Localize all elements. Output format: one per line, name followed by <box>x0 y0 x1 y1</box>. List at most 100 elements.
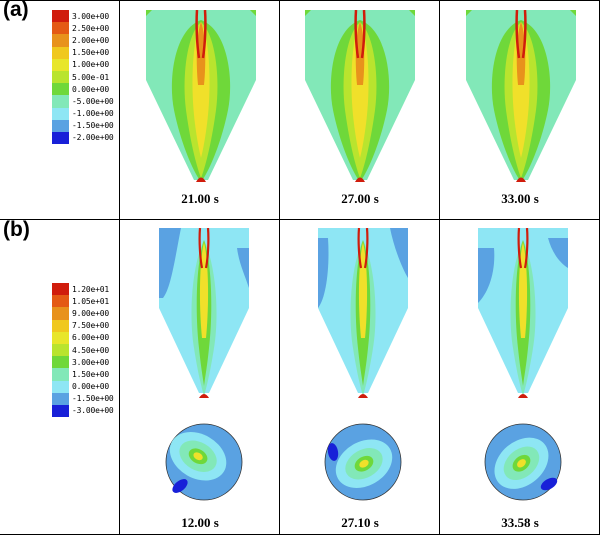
outlet-hotspot <box>516 177 526 182</box>
inlet-jet-right <box>360 10 366 59</box>
legend-tick-label: -2.00e+00 <box>72 133 114 143</box>
cross-section <box>165 423 243 501</box>
contour-region-blue <box>159 228 181 298</box>
legend-tick-label: 1.50e+00 <box>72 48 109 58</box>
legend-tick-label: 2.50e+00 <box>72 23 109 33</box>
contour-region-yellow <box>351 22 369 158</box>
legend-tick-label: 7.50e+00 <box>72 321 109 331</box>
legend-entry: 6.00e+00 <box>52 331 114 344</box>
contour-region-blue <box>318 238 329 308</box>
time-label-a3: 33.00 s <box>501 191 539 206</box>
legend-swatch <box>52 307 69 320</box>
contour-region-yellow <box>192 22 210 158</box>
time-label-b3: 33.58 s <box>501 515 539 530</box>
legend-entry: 1.50e+00 <box>52 46 114 59</box>
contour-region-orange <box>516 22 526 85</box>
legend-tick-label: 1.20e+01 <box>72 284 109 294</box>
time-label-a2: 27.00 s <box>341 191 379 206</box>
time-label-a1: 21.00 s <box>181 191 219 206</box>
inlet-jet-right <box>523 228 529 269</box>
legend-entry: 9.00e+00 <box>52 307 114 320</box>
legend-entry: 0.00e+00 <box>52 380 114 393</box>
legend-tick-label: 6.00e+00 <box>72 333 109 343</box>
legend-tick-label: -5.00e+00 <box>72 96 114 106</box>
vertical-divider <box>279 0 280 535</box>
legend-swatch <box>52 58 69 71</box>
legend-swatch <box>52 331 69 344</box>
legend-swatch <box>52 34 69 47</box>
legend-entry: 3.00e+00 <box>52 356 114 369</box>
legend-tick-label: 4.50e+00 <box>72 345 109 355</box>
legend-swatch <box>52 70 69 84</box>
legend-tick-label: 5.00e-01 <box>72 72 109 82</box>
legend-swatch <box>52 119 69 132</box>
contour-plot-b1 <box>159 228 249 501</box>
legend-swatch <box>52 368 69 381</box>
inlet-jet-right <box>521 10 527 59</box>
legend-entry: -5.00e+00 <box>52 95 114 108</box>
colorbar-legend-a: 3.00e+00 2.50e+00 2.00e+00 1.50e+00 1.00e+00… <box>52 10 114 145</box>
legend-tick-label: 0.00e+00 <box>72 84 109 94</box>
contour-plot-a1 <box>146 10 256 182</box>
inlet-jet-left <box>198 228 204 269</box>
legend-swatch <box>52 131 69 145</box>
contour-region-orange <box>355 22 365 85</box>
legend-swatch <box>52 404 69 418</box>
outlet-hotspot <box>199 394 209 398</box>
contour-region-yellow <box>193 452 203 461</box>
cross-section <box>324 423 402 501</box>
contour-plot-b2 <box>318 228 408 501</box>
legend-swatch <box>52 22 69 35</box>
outlet-hotspot <box>196 177 206 182</box>
legend-entry: -1.50e+00 <box>52 119 114 132</box>
legend-tick-label: -1.50e+00 <box>72 394 114 404</box>
legend-entry: -1.50e+00 <box>52 392 114 405</box>
inlet-jet-right <box>204 228 210 269</box>
legend-entry: 1.20e+01 <box>52 283 114 296</box>
legend-entry: -2.00e+00 <box>52 131 114 145</box>
inlet-jet-left <box>517 228 523 269</box>
legend-entry: -3.00e+00 <box>52 404 114 418</box>
legend-swatch <box>52 319 69 332</box>
contour-region-blue <box>548 238 568 268</box>
legend-entry: 5.00e-01 <box>52 70 114 84</box>
outlet-hotspot <box>355 177 365 182</box>
legend-tick-label: 1.00e+00 <box>72 60 109 70</box>
legend-swatch <box>52 95 69 108</box>
legend-entry: 1.00e+00 <box>52 58 114 71</box>
contour-region-blue <box>237 248 249 288</box>
outlet-hotspot <box>358 394 368 398</box>
legend-swatch <box>52 283 69 296</box>
top-border <box>0 0 599 1</box>
vertical-divider <box>439 0 440 535</box>
legend-swatch <box>52 356 69 369</box>
legend-swatch <box>52 295 69 308</box>
legend-tick-label: 3.00e+00 <box>72 357 109 367</box>
legend-tick-label: -1.50e+00 <box>72 121 114 131</box>
legend-entry: 0.00e+00 <box>52 83 114 96</box>
panel-a-label: (a) <box>3 0 29 21</box>
contour-region-blue <box>390 228 408 278</box>
contour-region-yellow <box>512 22 530 158</box>
legend-swatch <box>52 392 69 405</box>
inlet-jet-right <box>363 228 369 269</box>
inlet-jet-left <box>354 10 360 59</box>
contour-region-yellow <box>359 459 369 468</box>
contour-region-yellow <box>517 459 526 468</box>
inlet-jet-left <box>195 10 201 59</box>
cross-section <box>484 423 562 501</box>
vertical-divider <box>119 0 120 535</box>
legend-tick-label: 9.00e+00 <box>72 308 109 318</box>
legend-entry: 3.00e+00 <box>52 10 114 23</box>
legend-entry: 2.50e+00 <box>52 22 114 35</box>
legend-tick-label: 1.50e+00 <box>72 369 109 379</box>
inlet-jet-left <box>515 10 521 59</box>
time-label-b2: 27.10 s <box>341 515 379 530</box>
legend-swatch <box>52 107 69 120</box>
legend-entry: 4.50e+00 <box>52 343 114 357</box>
legend-tick-label: 3.00e+00 <box>72 11 109 21</box>
legend-swatch <box>52 380 69 393</box>
contour-region-darkblue <box>172 479 188 493</box>
colorbar-legend-b: 1.20e+01 1.05e+01 9.00e+00 7.50e+00 6.00e+00… <box>52 283 114 418</box>
legend-tick-label: -1.00e+00 <box>72 109 114 119</box>
